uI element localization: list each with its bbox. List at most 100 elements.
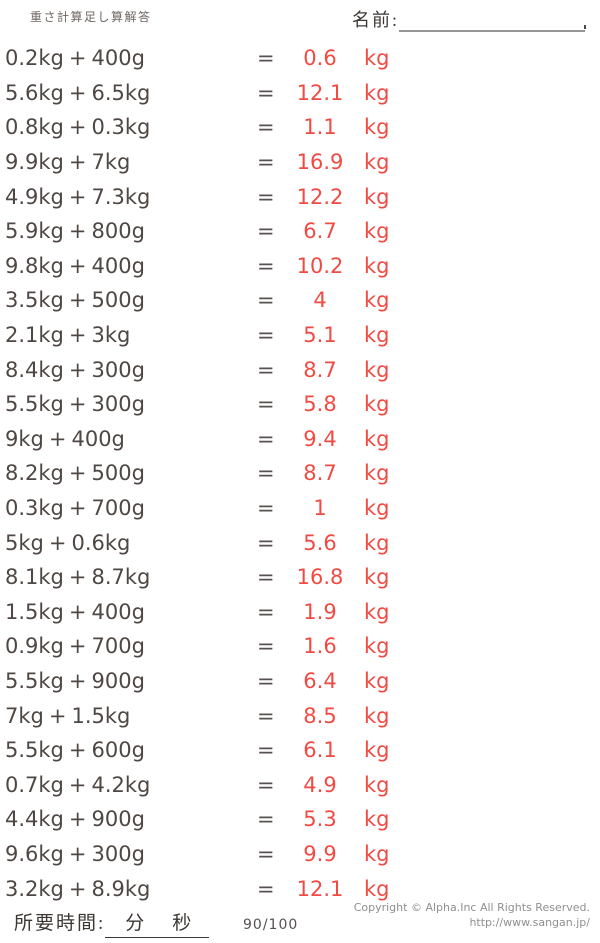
equals-sign: =: [257, 668, 275, 693]
answer-value: 1: [313, 496, 327, 521]
problem-expression: 3.2kg +8.9kg: [5, 877, 150, 901]
problem-row: 3.2kg +8.9kg = 12.1 kg: [0, 871, 600, 906]
name-underline-blank[interactable]: [399, 11, 587, 32]
answer-unit: kg: [364, 219, 390, 244]
operand-b: 900g: [91, 668, 145, 693]
operand-a: 0.2kg: [5, 46, 64, 71]
problem-expression: 0.3kg +700g: [5, 496, 145, 520]
answer-value: 12.2: [296, 184, 344, 209]
equals-sign: =: [257, 807, 275, 832]
answer-unit: kg: [364, 392, 390, 417]
answer-unit: kg: [364, 807, 390, 832]
answer-unit: kg: [364, 703, 390, 728]
equals-sign: =: [257, 703, 275, 728]
answer-value: 4.9: [303, 772, 337, 797]
problem-expression: 4.4kg +900g: [5, 807, 145, 831]
equals-sign: =: [257, 184, 275, 209]
problem-row: 1.5kg +400g = 1.9 kg: [0, 595, 600, 630]
equals-sign: =: [257, 288, 275, 313]
worksheet-title: 重さ計算足し算解答: [30, 10, 152, 24]
answer-unit: kg: [364, 323, 390, 348]
answer-value: 16.8: [296, 565, 344, 590]
plus-sign: +: [68, 876, 87, 901]
operand-b: 300g: [91, 357, 145, 382]
minutes-label: 分: [125, 913, 147, 934]
equals-sign: =: [257, 876, 275, 901]
name-label: 名前:: [352, 10, 400, 30]
page-score: 90/100: [243, 917, 299, 933]
answer-value: 8.7: [303, 461, 337, 486]
equals-sign: =: [257, 253, 275, 278]
problem-row: 9.9kg +7kg = 16.9 kg: [0, 145, 600, 180]
equals-sign: =: [257, 599, 275, 624]
plus-sign: +: [68, 668, 87, 693]
operand-a: 0.7kg: [5, 772, 64, 797]
plus-sign: +: [68, 323, 87, 348]
plus-sign: +: [68, 219, 87, 244]
operand-b: 3kg: [91, 323, 131, 348]
operand-a: 8.4kg: [5, 357, 64, 382]
plus-sign: +: [68, 392, 87, 417]
plus-sign: +: [68, 184, 87, 209]
problem-expression: 5.6kg +6.5kg: [5, 81, 150, 105]
answer-unit: kg: [364, 184, 390, 209]
answer-value: 9.9: [303, 841, 337, 866]
copyright-line: Copyright © Alpha.Inc All Rights Reserve…: [353, 901, 590, 914]
problem-row: 7kg +1.5kg = 8.5 kg: [0, 698, 600, 733]
plus-sign: +: [68, 496, 87, 521]
equals-sign: =: [257, 565, 275, 590]
answer-value: 5.1: [303, 323, 337, 348]
answer-unit: kg: [364, 115, 390, 140]
answer-unit: kg: [364, 738, 390, 763]
problem-expression: 5kg +0.6kg: [5, 531, 130, 555]
answer-value: 0.6: [303, 46, 337, 71]
operand-b: 500g: [91, 461, 145, 486]
problem-row: 2.1kg +3kg = 5.1 kg: [0, 318, 600, 353]
plus-sign: +: [68, 634, 87, 659]
equals-sign: =: [257, 219, 275, 244]
problem-expression: 0.8kg +0.3kg: [5, 115, 150, 139]
operand-b: 0.3kg: [91, 115, 151, 140]
problem-expression: 0.2kg +400g: [5, 46, 145, 70]
problem-expression: 8.4kg +300g: [5, 358, 145, 382]
problem-row: 8.1kg +8.7kg = 16.8 kg: [0, 560, 600, 595]
operand-a: 9.8kg: [5, 253, 64, 278]
problem-row: 0.9kg +700g = 1.6 kg: [0, 629, 600, 664]
plus-sign: +: [68, 288, 87, 313]
problem-expression: 9.6kg +300g: [5, 842, 145, 866]
problem-row: 5.5kg +900g = 6.4 kg: [0, 664, 600, 699]
answer-unit: kg: [364, 46, 390, 71]
operand-b: 300g: [91, 841, 145, 866]
problem-row: 0.3kg +700g = 1 kg: [0, 491, 600, 526]
answer-unit: kg: [364, 599, 390, 624]
answer-value: 5.6: [303, 530, 337, 555]
plus-sign: +: [68, 357, 87, 382]
answer-unit: kg: [364, 426, 390, 451]
problem-row: 0.7kg +4.2kg = 4.9 kg: [0, 767, 600, 802]
equals-sign: =: [257, 634, 275, 659]
equals-sign: =: [257, 426, 275, 451]
answer-unit: kg: [364, 841, 390, 866]
operand-a: 0.3kg: [5, 496, 64, 521]
answer-value: 6.7: [303, 219, 337, 244]
problem-row: 5.5kg +600g = 6.1 kg: [0, 733, 600, 768]
equals-sign: =: [257, 738, 275, 763]
operand-b: 400g: [91, 253, 145, 278]
answer-value: 8.5: [303, 703, 337, 728]
problem-expression: 5.5kg +600g: [5, 738, 145, 762]
operand-a: 5kg: [5, 530, 44, 555]
answer-unit: kg: [364, 496, 390, 521]
operand-b: 700g: [91, 634, 145, 659]
plus-sign: +: [68, 772, 87, 797]
time-underline-blank[interactable]: 分秒: [105, 908, 210, 938]
problem-expression: 0.7kg +4.2kg: [5, 773, 150, 797]
operand-a: 9.9kg: [5, 150, 64, 175]
problem-expression: 4.9kg +7.3kg: [5, 185, 150, 209]
plus-sign: +: [68, 253, 87, 278]
problem-row: 5kg +0.6kg = 5.6 kg: [0, 525, 600, 560]
plus-sign: +: [68, 807, 87, 832]
equals-sign: =: [257, 323, 275, 348]
operand-b: 600g: [91, 738, 145, 763]
answer-value: 4: [313, 288, 327, 313]
